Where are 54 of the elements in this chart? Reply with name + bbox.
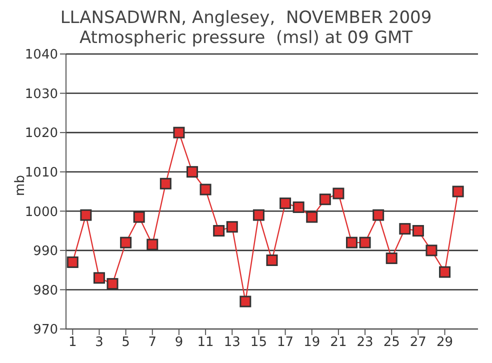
point — [332, 188, 344, 200]
x-tick-label: 23 — [356, 335, 374, 350]
y-tick-label: 980 — [33, 283, 58, 298]
x-tick-label: 5 — [122, 335, 130, 350]
x-tick-label: 17 — [277, 335, 294, 350]
x-tick-label: 7 — [148, 335, 157, 350]
chart-subtitle: Atmospheric pressure (msl) at 09 GMT — [78, 28, 414, 48]
y-tick-label: 970 — [33, 322, 58, 338]
point — [452, 186, 464, 198]
point — [80, 209, 92, 221]
point — [319, 194, 331, 206]
point — [252, 209, 264, 221]
point — [160, 178, 172, 190]
y-tick-label: 1020 — [24, 126, 58, 142]
y-tick-label: 1000 — [24, 204, 58, 220]
point — [120, 236, 132, 248]
point — [372, 209, 384, 221]
point — [412, 225, 424, 237]
point — [280, 198, 292, 210]
x-tick-label: 19 — [304, 335, 320, 350]
point — [426, 244, 438, 256]
x-tick-label: 9 — [174, 335, 184, 350]
point — [359, 236, 371, 248]
x-tick-label: 1 — [68, 335, 77, 350]
y-tick-label: 1040 — [24, 48, 58, 63]
x-tick-label: 3 — [95, 335, 104, 350]
x-tick-label: 29 — [436, 335, 454, 350]
x-tick-label: 13 — [224, 335, 240, 350]
chart-title: LLANSADWRN, Anglesey, NOVEMBER 2009 — [59, 8, 433, 28]
x-tick-label: 27 — [410, 335, 426, 350]
point — [213, 225, 225, 237]
point — [240, 296, 252, 308]
point — [93, 272, 105, 284]
point — [173, 126, 185, 138]
point — [200, 184, 212, 196]
point — [266, 254, 278, 266]
y-tick-label: 990 — [33, 244, 58, 260]
x-tick-label: 21 — [330, 335, 347, 350]
y-tick-label: 1030 — [24, 86, 58, 102]
x-tick-label: 15 — [250, 335, 267, 350]
point — [146, 238, 158, 250]
point — [106, 278, 118, 290]
point — [133, 211, 145, 223]
x-tick-label: 11 — [197, 335, 214, 350]
point — [439, 266, 451, 278]
point — [386, 252, 398, 264]
point — [226, 221, 238, 233]
point — [306, 211, 318, 223]
point — [346, 236, 358, 248]
point — [292, 201, 304, 213]
x-tick-label: 25 — [383, 335, 400, 350]
point — [186, 166, 198, 178]
point — [399, 223, 411, 235]
point — [66, 256, 78, 268]
